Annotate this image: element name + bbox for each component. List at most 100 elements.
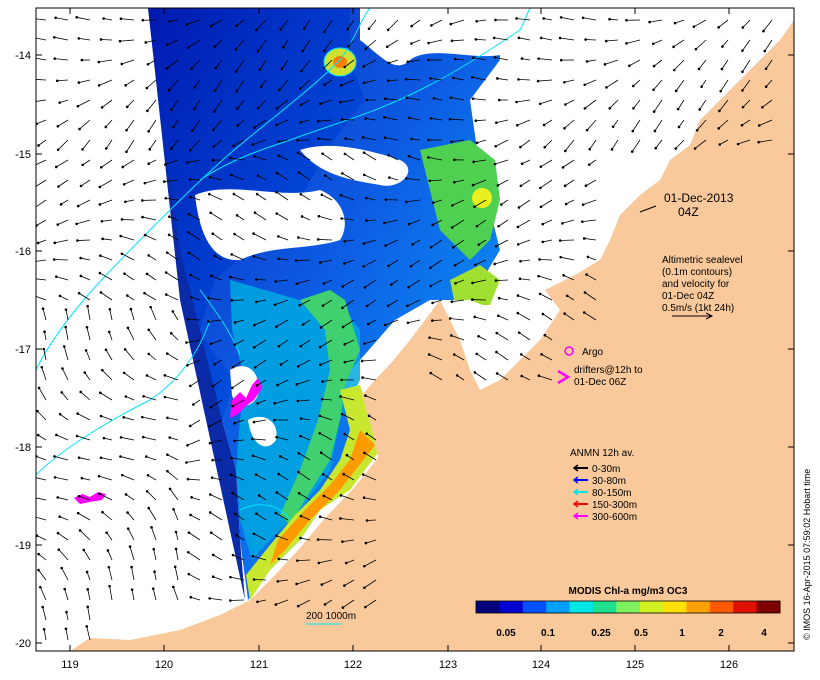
velocity-arrow <box>230 474 245 481</box>
velocity-arrow-head <box>341 325 345 329</box>
velocity-arrow <box>478 239 487 245</box>
velocity-arrow <box>145 39 157 43</box>
velocity-arrow <box>253 339 267 348</box>
velocity-arrow-head <box>256 49 260 53</box>
velocity-arrow-head <box>172 508 175 511</box>
velocity-arrow <box>518 78 531 81</box>
velocity-arrow-head <box>563 312 566 315</box>
velocity-arrow <box>324 19 333 32</box>
colorbar-label: 0.25 <box>591 628 611 639</box>
velocity-arrow-head <box>167 233 171 237</box>
velocity-arrow <box>214 39 223 47</box>
velocity-arrow-head <box>106 549 110 552</box>
velocity-arrow-head <box>172 585 175 589</box>
velocity-arrow <box>148 353 157 361</box>
velocity-arrow <box>430 372 443 381</box>
colorbar-swatch <box>569 601 594 613</box>
velocity-arrow-head <box>229 473 233 477</box>
velocity-arrow <box>146 79 157 89</box>
velocity-arrow <box>101 457 113 461</box>
velocity-arrow-head <box>628 64 631 68</box>
velocity-arrow <box>473 57 487 61</box>
velocity-arrow <box>102 511 113 521</box>
velocity-arrow <box>109 309 113 321</box>
velocity-arrow-head <box>170 108 173 111</box>
velocity-arrow-head <box>64 627 68 631</box>
velocity-arrow <box>274 299 289 306</box>
velocity-arrow-head <box>252 420 256 424</box>
y-tick-label: -18 <box>15 442 31 454</box>
velocity-arrow <box>102 369 113 381</box>
velocity-arrow-head <box>233 439 236 443</box>
velocity-arrow <box>253 233 267 241</box>
velocity-arrow <box>302 319 311 325</box>
velocity-arrow <box>297 152 311 161</box>
velocity-arrow-head <box>108 308 112 311</box>
velocity-arrow-head <box>475 19 479 23</box>
velocity-arrow <box>325 175 333 181</box>
velocity-arrow-head <box>494 18 497 22</box>
velocity-arrow-head <box>251 143 255 146</box>
velocity-arrow-head <box>211 384 215 388</box>
velocity-arrow <box>235 59 245 72</box>
velocity-arrow-head <box>118 39 122 43</box>
velocity-arrow-head <box>165 352 169 355</box>
argo-marker <box>564 346 574 356</box>
velocity-arrow <box>474 372 487 381</box>
velocity-arrow <box>123 416 135 421</box>
velocity-arrow-head <box>342 472 346 476</box>
velocity-arrow <box>215 59 223 69</box>
velocity-arrow <box>365 539 377 544</box>
velocity-arrow <box>148 159 157 165</box>
velocity-arrow <box>148 255 157 261</box>
velocity-arrow <box>341 79 355 86</box>
velocity-arrow-head <box>39 585 42 589</box>
velocity-arrow-head <box>119 234 123 238</box>
velocity-arrow <box>322 153 333 161</box>
velocity-arrow-head <box>209 24 213 28</box>
velocity-arrow <box>764 39 773 52</box>
velocity-arrow <box>517 312 531 321</box>
velocity-arrow <box>43 349 47 361</box>
velocity-arrow <box>166 59 179 69</box>
velocity-arrow <box>59 413 69 421</box>
velocity-arrow <box>722 39 729 47</box>
velocity-arrow-head <box>53 455 56 458</box>
velocity-arrow-head <box>762 29 765 33</box>
velocity-arrow <box>565 199 575 205</box>
velocity-arrow <box>612 119 619 127</box>
velocity-arrow <box>517 295 531 301</box>
velocity-arrow <box>452 239 465 248</box>
velocity-arrow <box>252 555 267 561</box>
velocity-arrow-head <box>163 374 167 377</box>
velocity-arrow <box>231 254 245 261</box>
velocity-arrow <box>99 199 113 205</box>
velocity-arrow-head <box>144 41 148 44</box>
velocity-arrow <box>673 59 685 71</box>
velocity-arrow-head <box>322 494 326 498</box>
velocity-arrow <box>675 139 685 149</box>
velocity-arrow-head <box>126 527 130 530</box>
velocity-arrow-head <box>362 265 365 268</box>
velocity-arrow-head <box>187 572 191 576</box>
date-pointer <box>639 205 657 213</box>
velocity-arrow <box>544 334 553 341</box>
velocity-arrow-head <box>517 78 520 81</box>
velocity-arrow-head <box>541 222 545 226</box>
velocity-arrow <box>174 566 179 581</box>
velocity-arrow <box>539 293 553 301</box>
velocity-arrow-head <box>318 515 322 519</box>
velocity-arrow-head <box>185 23 189 26</box>
velocity-arrow-head <box>58 101 62 104</box>
velocity-arrow <box>341 413 355 421</box>
velocity-arrow-head <box>585 273 588 276</box>
velocity-arrow <box>428 157 443 161</box>
velocity-arrow <box>167 252 179 261</box>
velocity-arrow-head <box>587 163 591 166</box>
velocity-arrow <box>342 279 355 287</box>
velocity-arrow-head <box>321 304 325 307</box>
velocity-arrow <box>520 139 531 148</box>
velocity-arrow-head <box>63 587 67 591</box>
velocity-arrow <box>539 259 553 261</box>
velocity-arrow <box>98 475 113 481</box>
